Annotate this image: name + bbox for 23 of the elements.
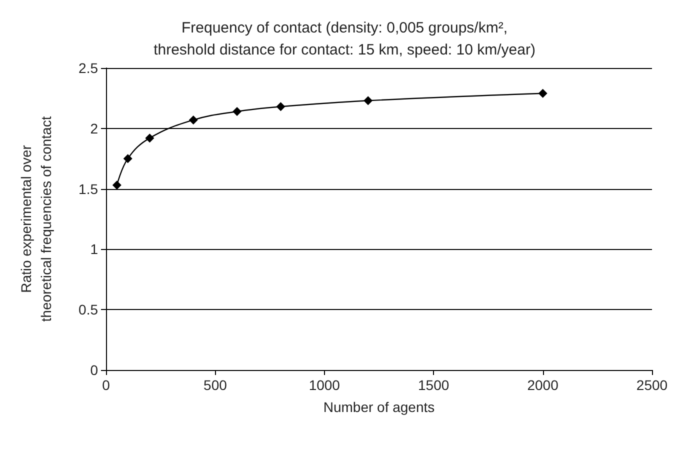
x-tick-label: 500	[204, 377, 228, 393]
point	[112, 180, 122, 190]
y-tick-label: 0	[90, 362, 98, 378]
point	[232, 106, 242, 116]
y-tick-label: 0.5	[78, 302, 98, 318]
point	[123, 154, 132, 164]
point	[145, 134, 154, 143]
y-axis-title: Ratio experimental over theoretical frequencies of contact	[18, 116, 54, 322]
y-tick-label: 2	[90, 120, 98, 136]
point	[538, 88, 548, 98]
chart-title: Frequency of contact (density: 0,005 groups/km², threshold distance for contact: 15 km, speed: 10 km/year)	[154, 20, 536, 58]
y-tick-label: 2.5	[78, 60, 98, 76]
x-tick-label: 2000	[527, 377, 559, 393]
point	[188, 115, 198, 124]
x-tick-label: 2500	[636, 377, 668, 393]
x-tick-label: 1500	[418, 377, 450, 393]
point	[364, 96, 373, 106]
y-tick-label: 1.5	[78, 180, 98, 197]
x-axis-title: Number of agents	[323, 399, 435, 415]
x-tick-label: 1000	[308, 377, 340, 393]
point	[276, 102, 286, 112]
x-tick-label: 0	[102, 377, 110, 393]
y-tick-label: 1	[90, 241, 98, 258]
